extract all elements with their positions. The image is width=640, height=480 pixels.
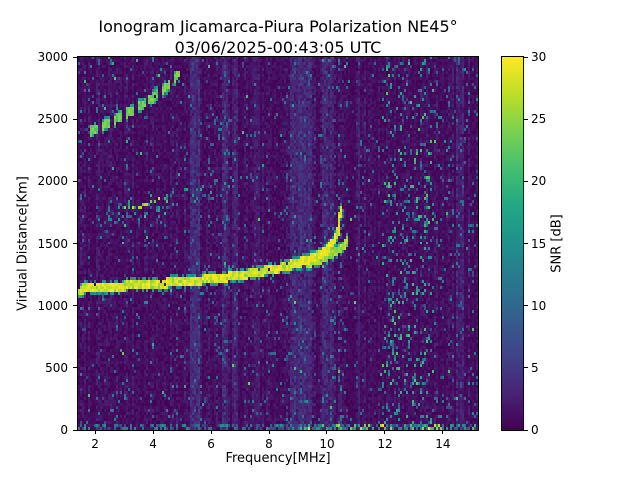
colorbar-tick-label: 5 [531, 360, 539, 375]
x-tick-mark [94, 430, 96, 434]
colorbar-tick-mark [524, 180, 528, 182]
y-tick-label: 0 [60, 423, 68, 437]
x-tick-label: 12 [377, 437, 393, 451]
x-tick-label: 4 [149, 437, 157, 451]
y-tick-label: 3000 [37, 50, 68, 64]
x-axis-label: Frequency[MHz] [225, 451, 331, 466]
y-tick-mark [73, 180, 77, 182]
colorbar-tick-mark [524, 305, 528, 307]
y-tick-label: 1000 [37, 298, 68, 313]
chart-title: Ionogram Jicamarca-Piura Polarization NE… [98, 17, 458, 36]
ionogram-heatmap [78, 57, 478, 430]
x-tick-label: 14 [435, 437, 451, 451]
y-tick-label: 2500 [37, 112, 68, 127]
plot-area-frame [77, 56, 479, 431]
colorbar-tick-mark [524, 56, 528, 58]
y-axis-label: Virtual Distance[Km] [15, 176, 31, 311]
colorbar-tick-label: 0 [531, 423, 539, 437]
colorbar-tick-mark [524, 429, 528, 431]
x-tick-label: 2 [91, 437, 99, 451]
x-tick-mark [384, 430, 386, 434]
colorbar-tick-label: 30 [531, 50, 547, 64]
y-tick-label: 1500 [37, 236, 68, 251]
y-tick-label: 2000 [37, 174, 68, 189]
y-tick-mark [73, 429, 77, 431]
y-tick-mark [73, 305, 77, 307]
colorbar-tick-label: 10 [531, 298, 547, 313]
colorbar-frame [501, 56, 524, 431]
y-tick-mark [73, 367, 77, 369]
x-tick-mark [268, 430, 270, 434]
y-tick-label: 500 [45, 360, 68, 375]
colorbar-tick-label: 25 [531, 112, 547, 127]
colorbar-tick-mark [524, 118, 528, 120]
x-tick-mark [326, 430, 328, 434]
colorbar-gradient [502, 57, 523, 430]
colorbar-tick-mark [524, 367, 528, 369]
y-tick-mark [73, 243, 77, 244]
x-tick-mark [210, 430, 212, 434]
colorbar-tick-mark [524, 243, 528, 244]
x-tick-label: 10 [319, 437, 335, 451]
x-tick-label: 6 [207, 437, 215, 451]
chart-subtitle: 03/06/2025-00:43:05 UTC [174, 38, 382, 57]
x-tick-label: 8 [265, 437, 273, 451]
x-tick-mark [442, 430, 444, 434]
x-tick-mark [152, 430, 154, 434]
colorbar-tick-label: 15 [531, 236, 547, 251]
y-tick-mark [73, 118, 77, 120]
y-tick-mark [73, 56, 77, 58]
colorbar-tick-label: 20 [531, 174, 547, 189]
